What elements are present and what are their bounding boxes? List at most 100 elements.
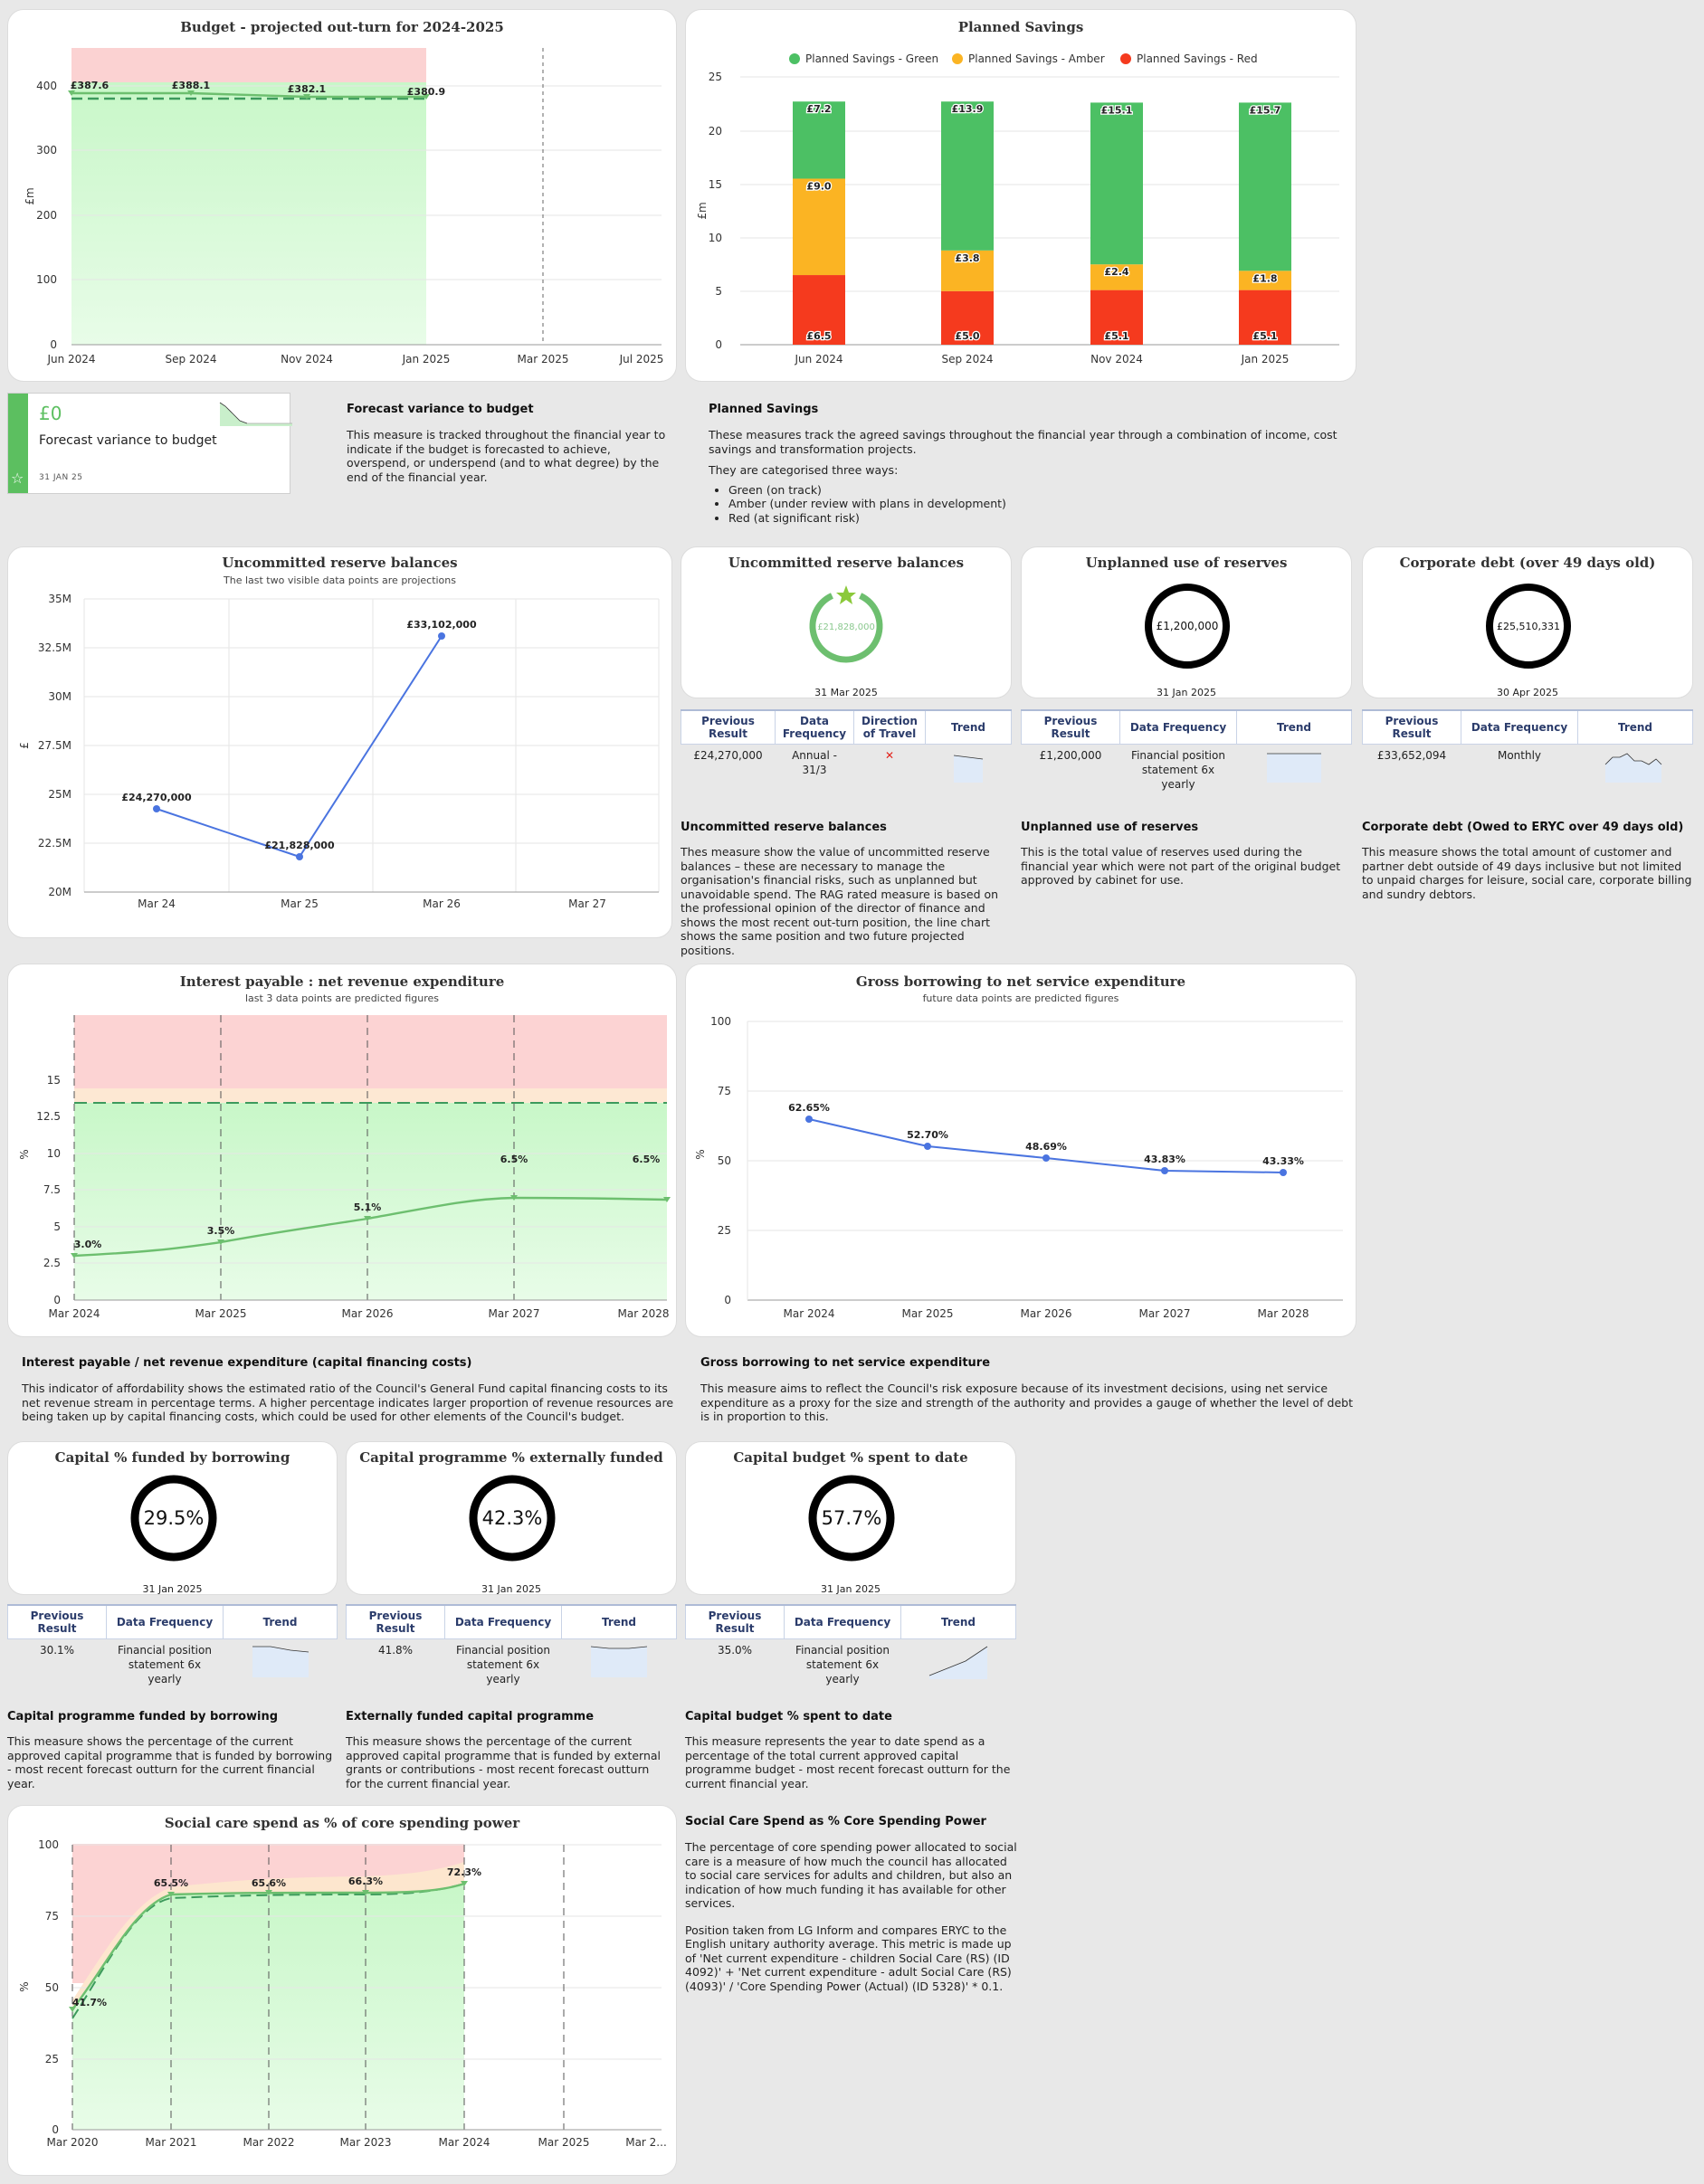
budget-point-label: £380.9 xyxy=(407,86,445,98)
variance-sparkline xyxy=(219,402,292,426)
list-item: Amber (under review with plans in develo… xyxy=(728,497,1342,511)
kpi-debt-table: Previous Result Data Frequency Trend £33… xyxy=(1362,709,1693,790)
kpi-cap-ext-card[interactable]: Capital programme % externally funded 42… xyxy=(346,1441,677,1595)
interest-desc-body: This indicator of affordability shows th… xyxy=(22,1382,674,1423)
savings-x-tick: Jan 2025 xyxy=(1241,353,1290,366)
social-x-tick: Mar 2022 xyxy=(243,2136,295,2149)
col-frequency: Data Frequency xyxy=(1119,709,1237,745)
savings-desc-heading: Planned Savings xyxy=(709,403,819,416)
budget-point-label: £382.1 xyxy=(288,83,326,95)
interest-desc-heading: Interest payable / net revenue expenditu… xyxy=(22,1356,472,1370)
kpi-reserves-card[interactable]: Uncommitted reserve balances £21,828,000… xyxy=(681,546,1012,698)
frequency-value: Annual - 31/3 xyxy=(792,749,837,776)
kpi-reserves-ring: £21,828,000 xyxy=(809,585,883,663)
savings-y-tick: 10 xyxy=(709,232,722,244)
savings-desc-intro: They are categorised three ways: xyxy=(709,463,899,477)
frequency-value: Monthly xyxy=(1497,749,1542,762)
interest-point-label: 5.1% xyxy=(354,1201,382,1213)
budget-x-tick: Sep 2024 xyxy=(166,353,217,366)
kpi-cap-spent-ring: 57.7% xyxy=(808,1475,895,1562)
interest-y-tick: 2.5 xyxy=(43,1257,61,1269)
kpi-cap-spent-card[interactable]: Capital budget % spent to date 57.7% 31 … xyxy=(685,1441,1016,1595)
borrowing-y-tick: 50 xyxy=(718,1154,731,1167)
budget-y-tick: 400 xyxy=(36,80,57,92)
savings-x-tick: Nov 2024 xyxy=(1090,353,1143,366)
social-x-tick: Mar 2023 xyxy=(340,2136,392,2149)
reserves-chart-card: Uncommitted reserve balances The last tw… xyxy=(7,546,672,938)
borrowing-x-tick: Mar 2027 xyxy=(1139,1307,1191,1320)
reserves-point-label: £24,270,000 xyxy=(121,792,192,803)
borrowing-desc-heading: Gross borrowing to net service expenditu… xyxy=(700,1356,991,1370)
reserves-point-label: £21,828,000 xyxy=(264,840,335,851)
interest-y-tick: 10 xyxy=(47,1147,61,1160)
col-trend: Trend xyxy=(900,1604,1016,1639)
savings-bar-amber xyxy=(941,250,994,291)
social-line xyxy=(71,1882,465,2010)
interest-x-tick: Mar 2028 xyxy=(618,1307,670,1320)
kpi-unplanned-ring: £1,200,000 xyxy=(1145,584,1230,669)
reserves-y-tick: 22.5M xyxy=(38,837,71,850)
reserves-desc-body: Thes measure show the value of uncommitt… xyxy=(681,845,999,957)
star-icon xyxy=(836,585,856,604)
interest-chart-card: Interest payable : net revenue expenditu… xyxy=(7,964,677,1337)
reserves-chart: £24,270,000 £21,828,000 £33,102,000 20M … xyxy=(18,593,660,910)
kpi-cap-borrow-card[interactable]: Capital % funded by borrowing 29.5% 31 J… xyxy=(7,1441,338,1595)
col-previous: Previous Result xyxy=(685,1604,785,1639)
savings-y-tick: 5 xyxy=(715,285,722,298)
social-point-label: 65.5% xyxy=(154,1877,188,1889)
budget-y-label: £m xyxy=(24,187,36,204)
savings-desc-text: These measures track the agreed savings … xyxy=(709,428,1337,456)
cap-ext-desc-heading: Externally funded capital programme xyxy=(346,1710,595,1723)
savings-bar-label: £13.9 xyxy=(952,103,984,115)
savings-bar-red xyxy=(1090,290,1143,345)
interest-y-tick: 15 xyxy=(47,1074,61,1087)
interest-point-label: 6.5% xyxy=(500,1154,528,1165)
debt-desc-heading: Corporate debt (Owed to ERYC over 49 day… xyxy=(1362,821,1684,834)
borrowing-x-tick: Mar 2026 xyxy=(1021,1307,1072,1320)
cap-spent-desc-body: This measure represents the year to date… xyxy=(685,1734,1011,1790)
social-x-tick: Mar 2020 xyxy=(47,2136,99,2149)
savings-bar-red xyxy=(1239,290,1291,345)
social-chart: 41.7% 65.5% 65.6% 66.3% 72.3% 0 25 50 75… xyxy=(18,1838,667,2149)
trend-sparkline xyxy=(926,745,1012,791)
variance-tile-status-bar xyxy=(8,394,28,493)
kpi-unplanned-card[interactable]: Unplanned use of reserves £1,200,000 31 … xyxy=(1021,546,1352,698)
frequency-value: Financial position statement 6x yearly xyxy=(118,1644,212,1685)
reserves-x-tick: Mar 26 xyxy=(423,897,461,910)
social-point-label: 65.6% xyxy=(252,1877,286,1889)
budget-y-tick: 100 xyxy=(36,273,57,286)
reserves-line xyxy=(156,635,443,859)
budget-chart-title: Budget - projected out-turn for 2024-202… xyxy=(180,19,504,35)
cap-ext-desc-body: This measure shows the percentage of the… xyxy=(346,1734,662,1790)
kpi-title: Capital budget % spent to date xyxy=(733,1449,968,1466)
interest-y-tick: 5 xyxy=(53,1220,61,1233)
kpi-cap-ext-ring: 42.3% xyxy=(469,1475,556,1562)
interest-y-tick: 12.5 xyxy=(36,1110,61,1123)
variance-tile-date: 31 JAN 25 xyxy=(39,473,83,482)
borrowing-x-tick: Mar 2025 xyxy=(902,1307,954,1320)
interest-point-label: 6.5% xyxy=(633,1154,661,1165)
legend-green: Planned Savings - Green xyxy=(805,52,938,65)
borrowing-point-label: 52.70% xyxy=(907,1129,948,1141)
borrowing-chart: 62.65% 52.70% 48.69% 43.83% 43.33% 0 25 … xyxy=(694,1015,1343,1320)
borrowing-point-label: 43.83% xyxy=(1144,1154,1185,1165)
legend-amber: Planned Savings - Amber xyxy=(968,52,1105,65)
budget-x-tick: Mar 2025 xyxy=(518,353,569,366)
unplanned-desc-body: This is the total value of reserves used… xyxy=(1021,845,1341,887)
reserves-y-tick: 30M xyxy=(48,690,71,703)
variance-tile-value: £0 xyxy=(39,403,62,424)
variance-tile[interactable]: ☆ £0 Forecast variance to budget 31 JAN … xyxy=(7,393,292,494)
frequency-value: Financial position statement 6x yearly xyxy=(456,1644,550,1685)
borrowing-point-label: 48.69% xyxy=(1025,1141,1067,1153)
borrowing-point-label: 43.33% xyxy=(1262,1155,1304,1167)
reserves-y-tick: 32.5M xyxy=(38,641,71,654)
kpi-debt-card[interactable]: Corporate debt (over 49 days old) £25,51… xyxy=(1362,546,1693,698)
budget-x-tick: Nov 2024 xyxy=(281,353,333,366)
kpi-debt-ring: £25,510,331 xyxy=(1486,584,1571,669)
col-frequency: Data Frequency xyxy=(444,1604,562,1639)
variance-desc-heading: Forecast variance to budget xyxy=(347,403,534,416)
col-previous: Previous Result xyxy=(346,1604,445,1639)
cap-borrow-desc-heading: Capital programme funded by borrowing xyxy=(7,1710,279,1723)
interest-x-tick: Mar 2026 xyxy=(342,1307,394,1320)
interest-y-tick: 7.5 xyxy=(43,1183,61,1196)
